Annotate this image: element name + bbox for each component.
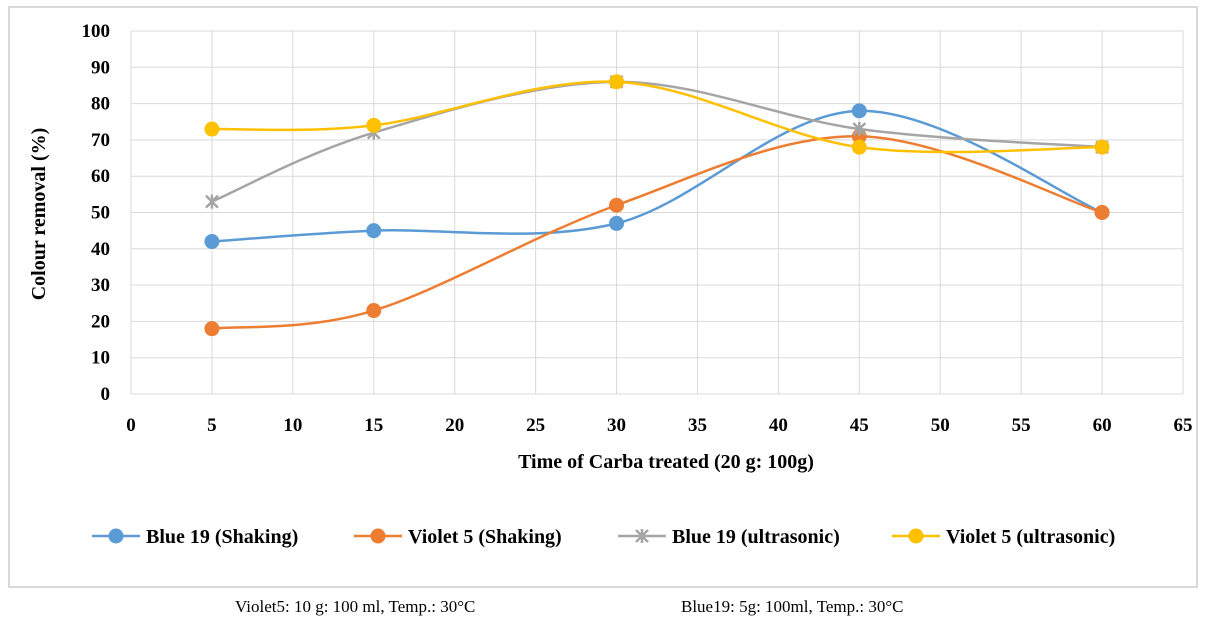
y-tick-label: 10 [91,348,110,369]
series-2 [205,74,1109,209]
legend-marker [108,528,124,544]
y-axis-title: Colour removal (%) [28,128,50,301]
data-point [366,223,382,239]
y-tick-label: 100 [82,21,111,42]
data-point [204,121,220,137]
data-point [851,139,867,155]
y-tick-labels: 0 10 20 30 40 50 60 70 80 90 100 [82,21,111,405]
legend-item: Violet 5 (Shaking) [354,526,562,548]
x-tick-label: 20 [445,415,464,436]
data-point [204,321,220,337]
series-1 [204,128,1110,337]
legend-label: Violet 5 (ultrasonic) [946,526,1115,548]
x-tick-labels: 0 5 10 15 20 25 30 35 40 45 50 55 60 65 [126,415,1192,436]
y-tick-label: 30 [91,275,110,296]
chart-grid [130,30,1184,395]
x-tick-label: 65 [1174,415,1193,436]
y-tick-label: 50 [91,203,110,224]
y-tick-label: 60 [91,166,110,187]
series-line [211,80,1103,154]
series-line [211,109,1103,243]
x-tick-label: 50 [931,415,950,436]
x-tick-label: 5 [207,415,217,436]
x-axis-title: Time of Carba treated (20 g: 100g) [518,451,814,473]
x-tick-label: 10 [283,415,302,436]
x-tick-label: 45 [850,415,869,436]
data-point [609,74,625,90]
caption-left: Violet5: 10 g: 100 ml, Temp.: 30°C [235,597,476,616]
figure-caption: Violet5: 10 g: 100 ml, Temp.: 30°C Blue1… [0,597,1209,617]
legend-label: Blue 19 (ultrasonic) [672,526,840,548]
legend: Blue 19 (Shaking) Violet 5 (Shaking) Blue … [92,526,1115,548]
legend-label: Violet 5 (Shaking) [408,526,562,548]
legend-marker [370,528,386,544]
data-point [366,303,382,319]
y-tick-label: 80 [91,94,110,115]
legend-marker [908,528,924,544]
x-tick-label: 60 [1093,415,1112,436]
x-tick-label: 55 [1012,415,1031,436]
data-point [851,103,867,119]
x-tick-label: 30 [607,415,626,436]
data-point [204,234,220,250]
legend-item: Blue 19 (Shaking) [92,526,298,548]
data-point [609,197,625,213]
x-tick-label: 0 [126,415,136,436]
series-3 [204,74,1110,155]
x-tick-label: 40 [769,415,788,436]
legend-item: Violet 5 (ultrasonic) [892,526,1115,548]
x-tick-label: 15 [364,415,383,436]
y-tick-label: 20 [91,311,110,332]
data-point [1094,205,1110,220]
x-tick-label: 35 [688,415,707,436]
chart-frame [8,6,1198,588]
y-tick-label: 90 [91,57,110,78]
caption-right: Blue19: 5g: 100ml, Temp.: 30°C [681,597,904,616]
x-tick-label: 25 [526,415,545,436]
y-tick-label: 70 [91,130,110,151]
series-layer [204,74,1110,337]
legend-label: Blue 19 (Shaking) [146,526,298,548]
data-point [366,117,382,133]
y-tick-label: 0 [101,384,111,405]
series-line [211,135,1103,330]
y-tick-label: 40 [91,239,110,260]
data-point [609,215,625,231]
data-point [1094,139,1110,155]
legend-item: Blue 19 (ultrasonic) [618,526,840,548]
line-chart: 0 10 20 30 40 50 60 70 80 90 100 0 5 10 15 20 25 30 35 40 4… [28,21,1193,548]
